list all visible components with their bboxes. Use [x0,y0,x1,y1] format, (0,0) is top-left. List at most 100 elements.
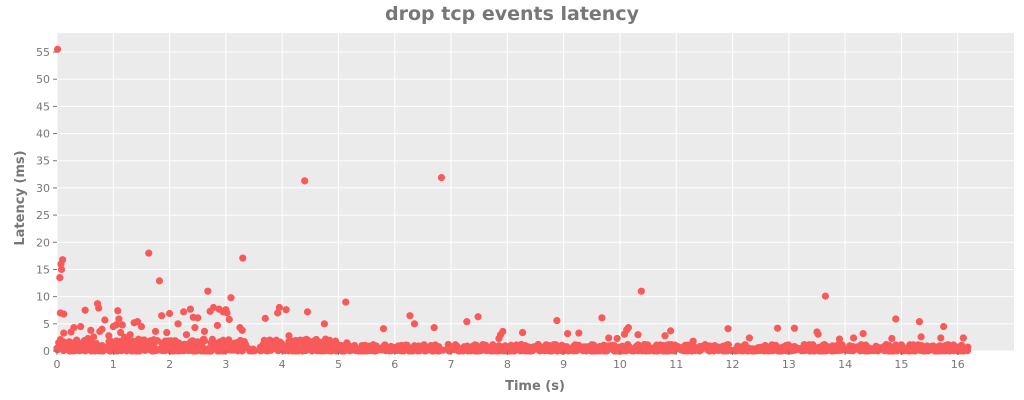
scatter-point [808,347,817,355]
scatter-point [89,333,98,341]
scatter-point [145,345,154,354]
scatter-point [745,334,754,342]
scatter-point [213,340,222,349]
x-tick-label: 13 [782,358,796,371]
scatter-point [915,318,924,326]
scatter-point [70,324,78,332]
x-tick-label: 2 [166,358,173,371]
scatter-point [285,337,293,346]
scatter-point [444,340,452,349]
scatter-point [246,347,254,355]
scatter-point [186,305,195,313]
scatter-point [137,322,146,331]
scatter-point [370,347,379,355]
scatter-point [259,340,267,348]
scatter-point [542,346,550,354]
scatter-point [424,345,432,353]
scatter-point [628,345,636,354]
scatter-point [317,339,326,347]
scatter-point [749,347,757,355]
scatter-point [605,334,613,342]
scatter-point [304,341,312,349]
y-tick-label: 0 [43,345,50,358]
scatter-point [914,345,923,353]
scatter-point [613,334,621,343]
scatter-point [603,347,611,355]
scatter-point [228,345,236,353]
scatter-point [430,324,438,332]
plot-area [57,33,1014,351]
scatter-point [223,309,231,317]
scatter-point [209,303,218,312]
scatter-point [933,346,941,355]
y-tick-label: 5 [43,318,50,331]
scatter-point [410,342,419,350]
scatter-point [303,308,312,316]
scatter-point [949,341,958,349]
scatter-point [193,338,202,346]
scatter-point [204,287,212,295]
scatter-point [828,345,836,353]
scatter-point [563,330,572,338]
scatter-point [741,345,749,353]
scatter-point [267,342,275,351]
scatter-point [892,347,901,355]
scatter-point [567,346,575,354]
scatter-point [60,310,68,318]
scatter-point [199,344,208,352]
scatter-point [151,327,160,336]
scatter-point [165,309,174,318]
scatter-point [95,304,103,312]
scatter-point [416,344,424,352]
scatter-point [535,342,543,350]
scatter-point [872,342,880,350]
scatter-point [275,303,283,312]
scatter-point [98,325,106,333]
scatter-point [821,292,830,300]
scatter-point [857,341,865,349]
y-tick-label: 55 [36,46,50,59]
scatter-point [707,344,715,352]
scatter-point [225,315,233,324]
scatter-point [430,347,438,355]
scatter-point [53,45,62,53]
scatter-point [402,341,410,350]
y-tick-label: 15 [36,263,50,276]
scatter-point [671,344,679,352]
scatter-point [634,331,642,339]
scatter-point [191,324,199,332]
scatter-point [882,346,890,354]
y-tick-label: 30 [36,182,50,195]
scatter-point [887,347,895,355]
scatter-point [327,341,335,349]
y-tick-label: 10 [36,291,50,304]
x-tick-label: 10 [613,358,627,371]
scatter-point [227,294,235,302]
scatter-point [559,347,567,355]
scatter-point [778,347,786,355]
scatter-point [552,341,560,349]
scatter-point [101,316,109,324]
scatter-point [75,343,83,351]
scatter-point [773,324,782,332]
scatter-point [130,340,138,348]
scatter-point [941,342,950,350]
scatter-point [178,347,186,355]
scatter-point [553,316,561,325]
scatter-point [158,339,166,347]
y-tick-label: 20 [36,236,50,249]
scatter-point [381,341,389,349]
scatter-point [474,347,482,355]
scatter-point [726,346,734,355]
scatter-point [282,306,290,314]
scatter-point [849,334,858,342]
scatter-point [242,341,250,349]
scatter-point [138,336,146,344]
scatter-point [174,320,182,328]
scatter-point [365,342,374,350]
scatter-point [667,327,675,335]
scatter-point [892,315,900,323]
scatter-point [474,313,482,321]
scatter-point [902,346,910,354]
